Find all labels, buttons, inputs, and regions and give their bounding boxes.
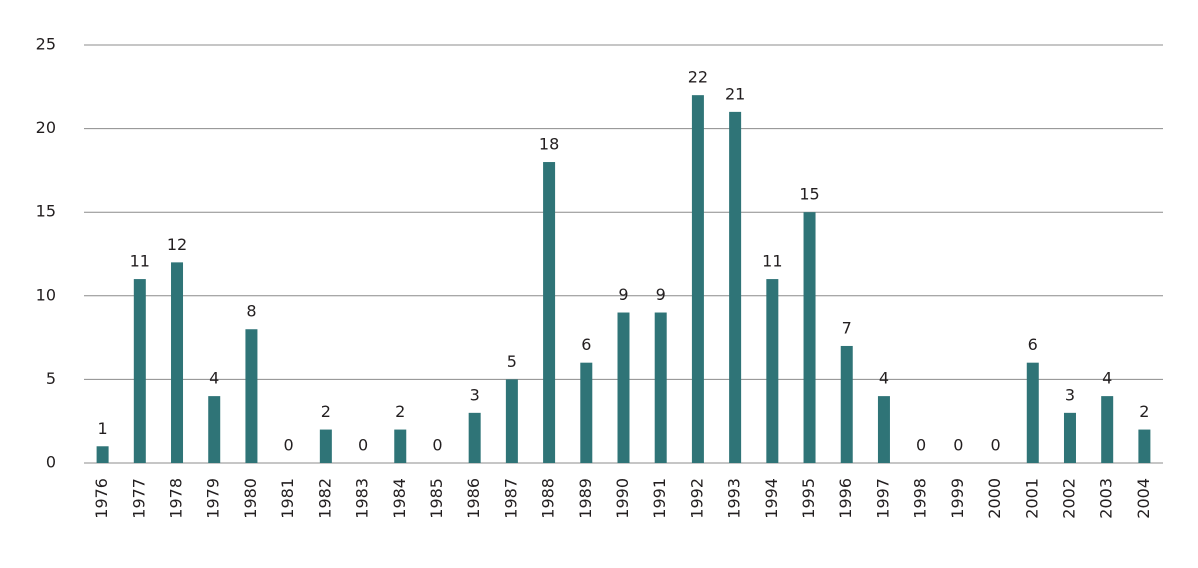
bar <box>245 329 258 463</box>
x-tick-label: 1983 <box>353 478 372 519</box>
data-label: 0 <box>358 436 368 455</box>
data-label: 0 <box>284 436 294 455</box>
x-tick-label: 1989 <box>576 478 595 519</box>
x-tick-label: 1990 <box>613 478 632 519</box>
bar <box>1101 396 1114 463</box>
x-tick-label: 1996 <box>836 478 855 519</box>
data-label: 4 <box>879 369 889 388</box>
x-tick-label: 2002 <box>1059 478 1078 519</box>
x-tick-label: 1982 <box>315 478 334 519</box>
x-tick-label: 1994 <box>762 478 781 519</box>
bar <box>96 446 109 463</box>
data-label: 11 <box>762 252 782 271</box>
x-tick-label: 1993 <box>725 478 744 519</box>
y-tick-label: 25 <box>36 35 56 54</box>
data-label: 0 <box>990 436 1000 455</box>
x-tick-label: 1979 <box>204 478 223 519</box>
x-tick-label: 1988 <box>539 478 558 519</box>
bar <box>505 379 518 463</box>
x-tick-label: 2003 <box>1097 478 1116 519</box>
data-label: 18 <box>539 135 559 154</box>
x-tick-label: 1986 <box>464 478 483 519</box>
bar <box>766 279 779 463</box>
x-tick-label: 1991 <box>650 478 669 519</box>
data-label: 0 <box>916 436 926 455</box>
bar <box>877 396 890 463</box>
y-tick-label: 5 <box>46 369 56 388</box>
bar <box>803 212 816 463</box>
x-tick-label: 2000 <box>985 478 1004 519</box>
bar <box>1063 412 1076 463</box>
data-label: 9 <box>618 285 628 304</box>
data-label: 2 <box>321 402 331 421</box>
data-label: 6 <box>1028 335 1038 354</box>
bar <box>394 429 407 463</box>
bar <box>691 95 704 463</box>
x-tick-label: 1978 <box>167 478 186 519</box>
data-label: 0 <box>432 436 442 455</box>
data-label: 1 <box>98 419 108 438</box>
data-label: 5 <box>507 352 517 371</box>
bar <box>319 429 332 463</box>
y-tick-label: 10 <box>36 285 56 304</box>
x-tick-label: 2004 <box>1134 478 1153 519</box>
bar <box>840 345 853 463</box>
data-label: 7 <box>842 318 852 337</box>
bar <box>208 396 221 463</box>
bar <box>580 362 593 463</box>
y-tick-label: 20 <box>36 118 56 137</box>
data-label: 22 <box>688 68 708 87</box>
data-label: 9 <box>656 285 666 304</box>
x-tick-label: 1984 <box>390 478 409 519</box>
data-label: 11 <box>130 252 150 271</box>
data-label: 3 <box>470 385 480 404</box>
data-label: 21 <box>725 84 745 103</box>
bar <box>543 162 556 464</box>
x-tick-label: 1998 <box>911 478 930 519</box>
data-label: 15 <box>799 185 819 204</box>
x-tick-label: 1992 <box>687 478 706 519</box>
x-tick-label: 1981 <box>278 478 297 519</box>
data-label: 12 <box>167 235 187 254</box>
bar <box>1026 362 1039 463</box>
bar <box>654 312 667 463</box>
data-label: 2 <box>1139 402 1149 421</box>
y-tick-label: 0 <box>46 453 56 472</box>
bar <box>133 279 146 463</box>
data-label: 4 <box>1102 369 1112 388</box>
data-label: 3 <box>1065 385 1075 404</box>
x-tick-label: 1976 <box>92 478 111 519</box>
bar <box>1138 429 1151 463</box>
x-tick-label: 1980 <box>241 478 260 519</box>
x-tick-label: 1985 <box>427 478 446 519</box>
bar <box>171 262 184 463</box>
bar <box>617 312 630 463</box>
data-label: 4 <box>209 369 219 388</box>
x-tick-label: 1987 <box>501 478 520 519</box>
y-tick-label: 15 <box>36 202 56 221</box>
data-label: 8 <box>246 302 256 321</box>
x-tick-label: 1977 <box>129 478 148 519</box>
data-label: 6 <box>581 335 591 354</box>
x-tick-label: 1999 <box>948 478 967 519</box>
x-tick-label: 1995 <box>799 478 818 519</box>
data-label: 2 <box>395 402 405 421</box>
bar <box>729 111 742 463</box>
x-tick-label: 1997 <box>873 478 892 519</box>
data-label: 0 <box>953 436 963 455</box>
x-tick-label: 2001 <box>1022 478 1041 519</box>
bar <box>468 412 481 463</box>
